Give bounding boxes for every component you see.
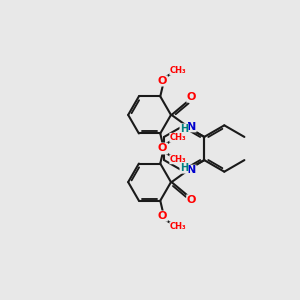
Text: CH₃: CH₃ xyxy=(170,155,186,164)
Text: O: O xyxy=(158,211,167,221)
Text: CH₃: CH₃ xyxy=(170,66,186,75)
Text: CH₃: CH₃ xyxy=(170,133,186,142)
Text: CH₃: CH₃ xyxy=(170,222,186,231)
Text: H: H xyxy=(180,124,188,134)
Text: O: O xyxy=(187,195,196,205)
Text: N: N xyxy=(187,122,196,132)
Text: N: N xyxy=(187,165,196,175)
Text: O: O xyxy=(158,143,167,153)
Text: O: O xyxy=(158,76,167,86)
Text: H: H xyxy=(180,163,188,173)
Text: O: O xyxy=(187,92,196,102)
Text: O: O xyxy=(158,144,167,154)
